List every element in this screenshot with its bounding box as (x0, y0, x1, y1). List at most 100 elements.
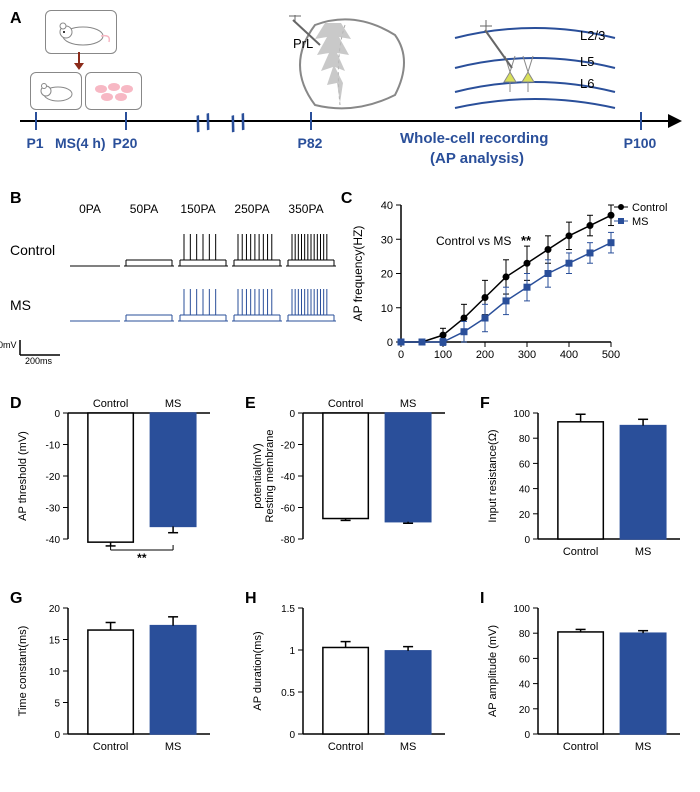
svg-text:-40: -40 (281, 472, 296, 483)
svg-text:100: 100 (434, 349, 452, 361)
svg-text:MS: MS (165, 398, 182, 410)
trace (70, 230, 120, 274)
bar-panel-H: H00.511.5ControlMSAP duration(ms) (245, 590, 455, 760)
svg-text:MS: MS (632, 216, 649, 228)
svg-text:5: 5 (54, 699, 60, 710)
ms-duration-label: MS(4 h) (55, 135, 106, 151)
svg-text:Control: Control (93, 741, 128, 753)
svg-text:0: 0 (387, 337, 393, 349)
svg-text:MS: MS (400, 398, 417, 410)
svg-text:80: 80 (519, 434, 531, 445)
panel-a: A (10, 10, 690, 170)
bar-panel-E: E-80-60-40-200ControlMSResting membranep… (245, 395, 455, 565)
svg-text:Control: Control (563, 546, 598, 558)
timeline-tick (35, 112, 37, 130)
panel-c-chart: 0100200300400500010203040AP frequency(HZ… (341, 190, 681, 370)
mouse-icon (51, 16, 111, 48)
bar-chart: 05101520ControlMSTime constant(ms) (10, 590, 220, 760)
timeline-label: P1 (26, 135, 43, 151)
panel-a-label: A (10, 10, 22, 28)
trace (178, 230, 228, 274)
svg-text:Control: Control (632, 202, 667, 214)
svg-text:40: 40 (519, 485, 531, 496)
bar-panel-I: I020406080100ControlMSAP amplitude (mV) (480, 590, 690, 760)
trace (232, 285, 282, 329)
scale-x-label: 200ms (25, 356, 52, 366)
svg-text:Control: Control (563, 741, 598, 753)
timeline-label: P82 (298, 135, 323, 151)
svg-text:-10: -10 (46, 441, 61, 452)
svg-text:0: 0 (398, 349, 404, 361)
svg-text:Control: Control (328, 398, 363, 410)
svg-text:AP frequency(HZ): AP frequency(HZ) (351, 226, 365, 322)
timeline-arrowhead (668, 114, 682, 128)
svg-text:40: 40 (381, 200, 393, 212)
scale-bar: 40mV 200ms (15, 340, 65, 365)
trace (232, 230, 282, 274)
panel-D-label: D (10, 395, 22, 413)
panel-H-label: H (245, 590, 257, 608)
bar-chart: 020406080100ControlMSAP amplitude (mV) (480, 590, 690, 760)
trace (124, 285, 174, 329)
svg-text:AP threshold (mV): AP threshold (mV) (17, 431, 29, 521)
svg-text:10: 10 (49, 667, 61, 678)
svg-text:-40: -40 (46, 535, 61, 546)
layer-l23: L2/3 (580, 28, 605, 43)
timeline-tick (310, 112, 312, 130)
svg-text:0: 0 (524, 730, 530, 741)
timeline-label: P100 (624, 135, 657, 151)
svg-text:10: 10 (381, 303, 393, 315)
bar-chart: -40-30-20-100ControlMS**AP threshold (mV… (10, 395, 220, 565)
panel-b: B 0PA50PA150PA250PA350PAControlMS 40mV 2… (10, 190, 336, 370)
scale-y-label: 40mV (0, 340, 17, 350)
svg-text:Time constant(ms): Time constant(ms) (17, 626, 29, 717)
svg-text:0.5: 0.5 (281, 688, 295, 699)
svg-text:20: 20 (519, 705, 531, 716)
svg-text:0: 0 (54, 409, 60, 420)
bar-panel-F: F020406080100ControlMSInput resistance(Ω… (480, 395, 690, 565)
bars-row-2: G05101520ControlMSTime constant(ms)H00.5… (10, 590, 690, 760)
bar-chart: 0 20 40 60 80 100 Control MS Input resistance(Ω) (480, 395, 690, 565)
svg-text:-80: -80 (281, 535, 296, 546)
current-label: 250PA (234, 202, 269, 216)
mouse-icon (34, 78, 78, 104)
ap-analysis-label: (AP analysis) (430, 150, 524, 167)
svg-text:Control: Control (328, 741, 363, 753)
panel-I-label: I (480, 590, 484, 608)
svg-text:15: 15 (49, 636, 61, 647)
arrow-down-icon (72, 52, 86, 70)
bar-panel-G: G05101520ControlMSTime constant(ms) (10, 590, 220, 760)
svg-text:AP duration(ms): AP duration(ms) (252, 631, 264, 710)
current-label: 50PA (130, 202, 158, 216)
trace-row-label: Control (10, 242, 55, 258)
svg-text:-30: -30 (46, 504, 61, 515)
svg-text:100: 100 (513, 409, 530, 420)
trace (286, 285, 336, 329)
prl-label: PrL (293, 36, 313, 51)
svg-text:20: 20 (519, 510, 531, 521)
svg-text:Input resistance(Ω): Input resistance(Ω) (487, 429, 499, 522)
svg-text:20: 20 (381, 269, 393, 281)
svg-text:100: 100 (513, 604, 530, 615)
svg-text:40: 40 (519, 680, 531, 691)
trace (286, 230, 336, 274)
svg-text:-60: -60 (281, 504, 296, 515)
svg-text:1.5: 1.5 (281, 604, 295, 615)
svg-text:MS: MS (635, 546, 652, 558)
svg-text:Resting membrane: Resting membrane (264, 430, 276, 523)
whole-cell-label: Whole-cell recording (400, 130, 548, 147)
timeline-break: // (193, 108, 218, 138)
svg-text:**: ** (137, 551, 147, 565)
panel-G-label: G (10, 590, 22, 608)
pups-icon (89, 77, 139, 105)
current-label: 0PA (79, 202, 101, 216)
svg-text:0: 0 (524, 535, 530, 546)
trace (178, 285, 228, 329)
timeline-tick (125, 112, 127, 130)
row-bc: B 0PA50PA150PA250PA350PAControlMS 40mV 2… (10, 190, 690, 370)
svg-text:-20: -20 (46, 472, 61, 483)
layer-l6: L6 (580, 76, 594, 91)
timeline-label: P20 (113, 135, 138, 151)
timeline-break: // (228, 108, 253, 138)
svg-text:60: 60 (519, 459, 531, 470)
